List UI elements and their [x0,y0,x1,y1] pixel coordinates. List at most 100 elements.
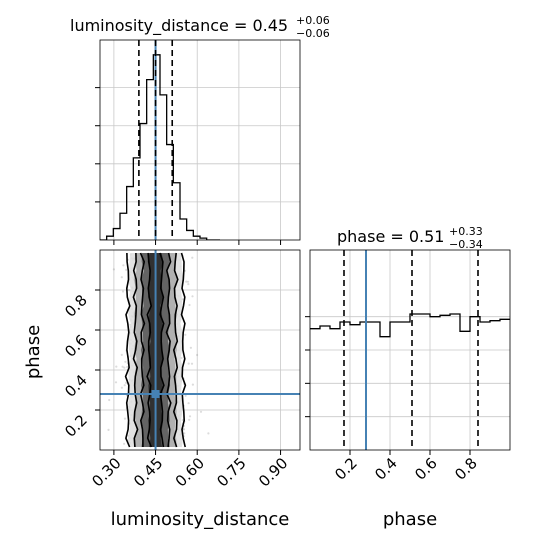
contour-line [180,252,187,448]
contour-line [165,252,172,448]
hist-title-luminosity-distance: luminosity_distance = 0.45 [70,16,288,36]
sample-point [123,384,126,387]
x-axis-label-luminosity-distance: luminosity_distance [111,509,290,530]
sample-point [122,264,125,267]
sample-point [185,280,188,283]
sample-point [123,417,127,420]
x-tick-label-phase: 0.8 [451,454,481,484]
sample-point [188,418,191,421]
hist-title-phase-upper-error: +0.33 [449,225,483,238]
y-tick-label-phase: 0.2 [61,411,91,441]
sample-point [188,415,192,418]
sample-point [190,362,194,365]
contour-line [132,252,139,448]
x-tick-label-phase: 0.2 [331,454,361,484]
histogram-bin [113,229,120,240]
x-axis-label-phase: phase [383,509,437,530]
sample-point [189,346,192,349]
histogram-bin [440,315,450,450]
contour-line [124,252,131,448]
histogram-panel-phase [305,249,511,455]
histogram-bin [310,329,320,450]
hist-title-luminosity-distance-lower-error: −0.06 [296,27,330,40]
histogram-bin [380,337,390,450]
histogram-bin [120,213,127,240]
panel-frame [99,249,301,451]
x-tick-label-luminosity-distance: 0.90 [255,454,291,490]
histogram-bin [490,321,500,450]
histogram-panel-luminosity-distance [95,39,301,245]
sample-point [191,295,194,298]
histogram-bin [160,95,167,240]
sample-point [128,289,131,292]
histogram-bin [140,124,147,240]
density-layer [100,250,300,450]
histogram-bin [460,331,470,450]
histogram-bars [100,54,220,240]
sample-point [184,394,187,397]
histogram-bin [370,322,380,450]
histogram-step-line [310,313,510,338]
histogram-bin [430,317,440,450]
histogram-bin [147,80,154,240]
sample-point [123,366,126,369]
sample-point [191,256,194,259]
contour-line [139,252,146,447]
histogram-bin [187,230,194,240]
sample-point [112,268,115,271]
histogram-bin [180,219,187,240]
histogram-bin [420,314,430,450]
sample-point [180,356,183,360]
y-tick-label-phase: 0.6 [61,331,91,361]
sample-point [182,428,185,431]
sample-point [196,353,199,357]
sample-point [188,303,191,307]
histogram-bin [500,319,510,450]
sample-point [120,353,123,356]
sample-point [187,283,190,286]
sample-point [183,432,186,435]
contour-line [146,252,153,448]
x-tick-label-luminosity-distance: 0.30 [88,454,124,490]
sample-point [182,428,185,431]
sample-point [181,298,184,301]
histogram-bin [320,326,330,450]
x-tick-label-luminosity-distance: 0.45 [130,454,166,490]
sample-point [124,360,127,363]
sample-point [126,365,129,369]
histogram-bin [480,322,490,450]
x-tick-label-luminosity-distance: 0.75 [213,454,249,490]
panel-frame [99,39,301,241]
sample-point [187,402,190,405]
x-tick-label-luminosity-distance: 0.60 [172,454,208,490]
sample-point [191,383,194,386]
contour-line [159,252,165,448]
y-tick-label-phase: 0.8 [61,291,91,321]
y-axis-label-phase: phase [23,325,44,379]
sample-point [114,381,118,384]
histogram-bin [350,325,360,450]
truth-marker [151,390,160,398]
histogram-bars [310,313,510,450]
hist-title-luminosity-distance-upper-error: +0.06 [296,14,330,27]
hist-title-phase-lower-error: −0.34 [449,238,483,251]
sample-point [120,276,123,279]
sample-point [121,365,124,368]
sample-point [108,398,111,402]
histogram-bin [330,329,340,450]
histogram-bin [390,322,400,450]
x-tick-label-phase: 0.4 [371,454,401,484]
histogram-step-line [100,54,220,240]
histogram-bin [153,55,160,240]
contour-line [172,252,179,448]
sample-point [186,280,190,283]
histogram-bin [400,322,410,450]
histogram-bin [127,187,134,240]
sample-point [115,365,118,368]
sample-point [187,362,190,365]
sample-point [120,386,123,389]
histogram-bin [173,183,180,240]
y-tick-label-phase: 0.4 [61,371,91,401]
histogram-bin [340,322,350,450]
